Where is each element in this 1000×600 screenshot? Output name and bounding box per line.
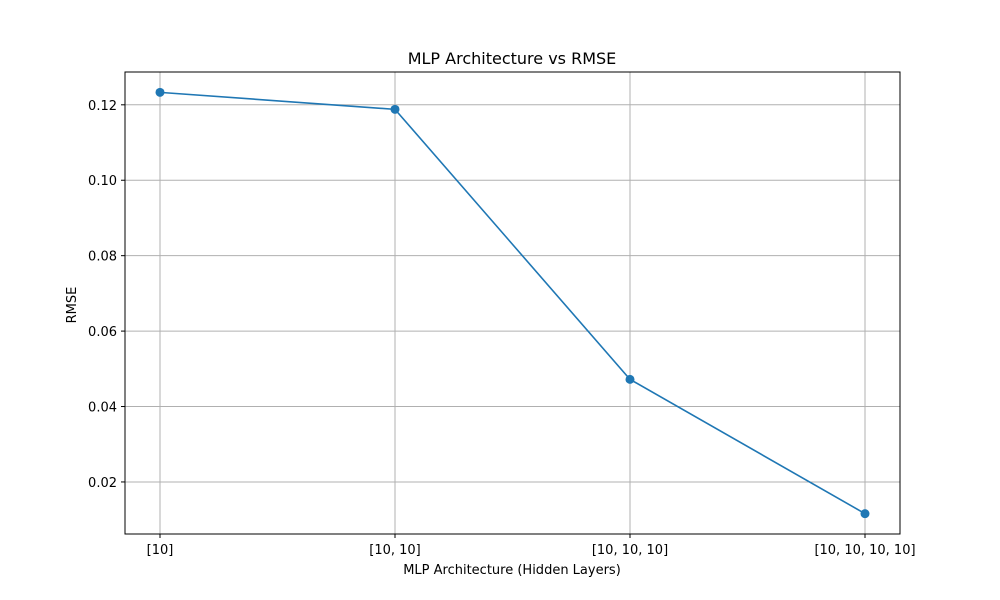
data-point [860, 509, 870, 519]
x-tick-label: [10, 10, 10] [592, 543, 668, 558]
plot-area [125, 72, 900, 534]
y-axis-label: RMSE [65, 287, 80, 324]
series-layer [155, 87, 870, 519]
data-point [625, 374, 635, 384]
grid-layer [125, 72, 900, 534]
chart-title: MLP Architecture vs RMSE [408, 49, 617, 68]
y-tick-label: 0.12 [88, 99, 117, 114]
tick-layer: [10] [10, 10] [10, 10, 10] [10, 10, 10, 10]… [88, 99, 916, 558]
x-tick-label: [10, 10] [369, 543, 421, 558]
y-tick-label: 0.10 [88, 174, 117, 189]
x-axis-label: MLP Architecture (Hidden Layers) [403, 563, 621, 578]
x-tick-label: [10] [147, 543, 174, 558]
y-tick-label: 0.06 [88, 325, 117, 340]
y-tick-label: 0.04 [88, 401, 117, 416]
plot-frame [124, 71, 901, 535]
series-line [159, 91, 866, 515]
y-tick-label: 0.08 [88, 250, 117, 265]
x-tick-label: [10, 10, 10, 10] [814, 543, 915, 558]
y-tick-label: 0.02 [88, 476, 117, 491]
data-point [390, 104, 400, 114]
data-point [155, 87, 165, 97]
